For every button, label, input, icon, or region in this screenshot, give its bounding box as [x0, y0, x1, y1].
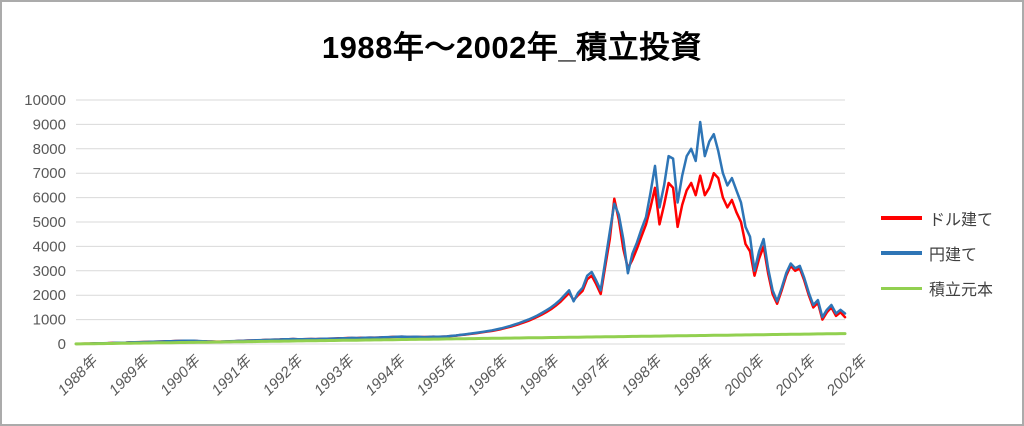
legend-item-yen: 円建て: [881, 243, 993, 264]
x-tick-label: 1998年: [619, 351, 667, 399]
y-tick-label: 9000: [33, 116, 66, 133]
x-tick-label: 1988年: [55, 351, 103, 399]
y-tick-label: 1000: [33, 312, 66, 329]
x-tick-label: 1994年: [362, 351, 410, 399]
x-tick-label: 1992年: [260, 351, 308, 399]
y-tick-label: 0: [58, 336, 66, 353]
x-tick-label: 1990年: [157, 351, 205, 399]
legend-swatch-yen: [881, 251, 922, 255]
chart-title: 1988年～2002年_積立投資: [321, 30, 703, 65]
x-tick-label: 1989年: [106, 351, 154, 399]
y-tick-label: 2000: [33, 287, 66, 304]
legend-label-yen: 円建て: [929, 247, 978, 264]
series-line-ドル建て: [74, 171, 847, 346]
legend: ドル建て 円建て 積立元本: [881, 208, 993, 313]
y-tick-label: 5000: [33, 214, 66, 231]
x-tick-label: 2001年: [772, 351, 820, 399]
y-tick-label: 4000: [33, 238, 66, 255]
x-tick-label: 1996年: [465, 351, 513, 399]
y-tick-label: 8000: [33, 141, 66, 158]
x-tick-label: 1991年: [208, 351, 256, 399]
y-tick-label: 6000: [33, 190, 66, 207]
series-line-積立元本: [74, 332, 847, 346]
x-tick-label: 2000年: [720, 351, 768, 399]
x-tick-label: 2002年: [823, 351, 871, 399]
x-tick-label: 1995年: [413, 351, 461, 399]
x-tick-label: 1996年: [516, 351, 564, 399]
y-tick-label: 7000: [33, 165, 66, 182]
x-tick-label: 1997年: [567, 351, 615, 399]
legend-item-dollar: ドル建て: [881, 208, 994, 229]
x-tick-label: 1993年: [311, 351, 359, 399]
legend-item-principal: 積立元本: [881, 278, 994, 299]
x-tick-label: 1999年: [670, 351, 718, 399]
legend-swatch-principal: [881, 286, 922, 290]
y-tick-label: 10000: [24, 92, 66, 109]
legend-label-principal: 積立元本: [929, 282, 994, 299]
legend-label-dollar: ドル建て: [929, 212, 994, 229]
series-line-円建て: [74, 120, 847, 346]
y-tick-label: 3000: [33, 263, 66, 280]
legend-swatch-dollar: [881, 216, 922, 220]
